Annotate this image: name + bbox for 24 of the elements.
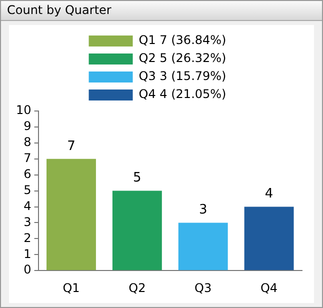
y-tick-label: 2 [24, 230, 32, 245]
legend-label: Q2 5 (26.32%) [138, 51, 226, 66]
x-tick-label: Q4 [260, 280, 278, 295]
y-tick-label: 7 [24, 151, 32, 166]
data-label: 5 [133, 170, 142, 186]
y-tick-label: 8 [24, 135, 32, 150]
y-tick-label: 1 [24, 246, 32, 261]
x-tick-label: Q1 [62, 280, 80, 295]
data-label: 4 [264, 186, 274, 202]
y-tick-label: 6 [24, 166, 32, 181]
data-label: 3 [198, 202, 208, 218]
y-tick-label: 4 [24, 198, 32, 213]
x-tick-label: Q2 [128, 280, 146, 295]
legend-label: Q1 7 (36.84%) [138, 33, 226, 48]
y-tick-label: 0 [24, 262, 32, 277]
chart-title: Count by Quarter [1, 1, 322, 21]
x-tick-label: Q3 [194, 280, 212, 295]
y-tick-label: 3 [24, 214, 32, 229]
data-label: 7 [67, 138, 76, 154]
y-tick-label: 9 [24, 119, 32, 134]
legend-label: Q3 3 (15.79%) [138, 69, 226, 84]
y-tick-label: 5 [24, 182, 32, 197]
y-tick-label: 10 [16, 103, 32, 118]
legend-label: Q4 4 (21.05%) [138, 87, 226, 102]
